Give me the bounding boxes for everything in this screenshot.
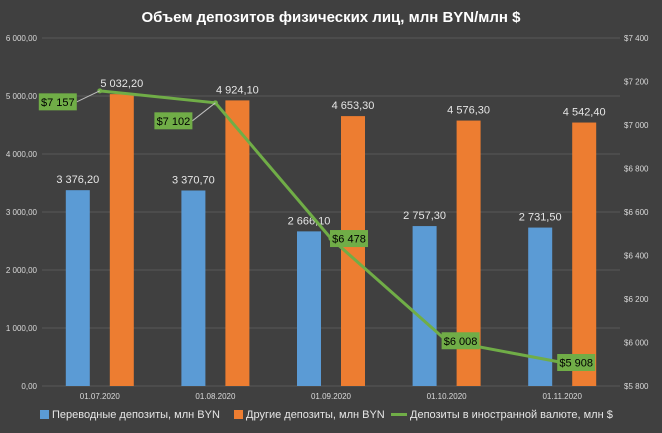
bar-transfer [181, 190, 206, 386]
bar-transfer [528, 227, 553, 386]
right-tick-label: $7 000 [624, 121, 649, 130]
bar-other [225, 100, 250, 387]
line-data-label: $6 008 [444, 336, 478, 348]
bar-transfer [297, 231, 321, 386]
legend-swatch [40, 410, 49, 419]
gridlines [42, 37, 620, 387]
line-label-box [557, 354, 596, 372]
right-tick-label: $7 400 [624, 34, 649, 43]
bar-other [109, 94, 134, 387]
x-tick-label: 01.07.2020 [80, 392, 121, 401]
line-label-box [38, 93, 77, 111]
line-data-label: $7 157 [41, 97, 75, 109]
line-data-label: $6 478 [332, 234, 366, 246]
x-tick-label: 01.11.2020 [542, 392, 582, 401]
legend-swatch [234, 410, 243, 419]
left-tick-label: 3 000,00 [6, 208, 38, 217]
right-tick-label: $6 200 [624, 295, 649, 304]
line-series: $7 157 $7 102 $6 478 $6 008 $5 908 [38, 88, 596, 372]
right-tick-label: $6 600 [624, 208, 649, 217]
bar-data-label: 3 370,70 [172, 174, 215, 186]
bar-other [572, 122, 597, 386]
bar-data-label: 4 924,10 [216, 84, 259, 96]
left-tick-label: 1 000,00 [6, 324, 38, 333]
bar-data-label: 4 653,30 [332, 100, 375, 112]
line-data-label: $7 102 [157, 116, 191, 128]
label-leader-line [76, 90, 101, 103]
left-tick-label: 6 000,00 [6, 34, 38, 43]
bar-data-label: 2 731,50 [519, 212, 562, 224]
x-axis: 01.07.2020 01.08.2020 01.09.2020 01.10.2020… [80, 392, 583, 401]
line-label-box [441, 332, 480, 350]
line-label-box [154, 112, 193, 130]
legend: Переводные депозиты, млн BYN Другие депоз… [40, 409, 613, 421]
bar-data-label: 2 757,30 [403, 210, 446, 222]
bar-transfer [412, 226, 437, 386]
left-tick-label: 2 000,00 [6, 266, 38, 275]
legend-label: Переводные депозиты, млн BYN [52, 409, 220, 421]
bar-data-label: 5 032,20 [100, 78, 143, 90]
bars: 3 376,20 5 032,20 3 370,70 4 924,10 2 666,10… [56, 78, 606, 387]
x-tick-label: 01.09.2020 [311, 392, 352, 401]
legend-label: Другие депозиты, млн BYN [246, 409, 385, 421]
left-tick-label: 4 000,00 [6, 150, 38, 159]
line-label-box [330, 230, 368, 248]
right-axis: $5 800 $6 000 $6 200 $6 400 $6 600 $6 800 $7 0… [624, 34, 649, 391]
line-data-label: $5 908 [559, 358, 593, 370]
left-tick-label: 0,00 [21, 382, 37, 391]
right-tick-label: $5 800 [624, 382, 649, 391]
bar-transfer [65, 190, 90, 386]
right-tick-label: $6 800 [624, 165, 649, 174]
bar-data-label: 4 542,40 [563, 107, 606, 119]
right-tick-label: $6 000 [624, 339, 649, 348]
right-tick-label: $7 200 [624, 78, 649, 87]
right-tick-label: $6 400 [624, 252, 649, 261]
bar-data-label: 4 576,30 [447, 105, 490, 117]
bar-data-label: 2 666,10 [288, 215, 331, 227]
chart-title: Объем депозитов физических лиц, млн BYN/… [142, 9, 522, 26]
label-leader-line [192, 102, 216, 122]
left-tick-label: 5 000,00 [6, 92, 38, 101]
x-tick-label: 01.08.2020 [195, 392, 236, 401]
left-axis: 0,00 1 000,00 2 000,00 3 000,00 4 000,00 5 00… [6, 34, 38, 391]
x-tick-label: 01.10.2020 [427, 392, 468, 401]
bar-data-label: 3 376,20 [56, 174, 99, 186]
legend-label: Депозиты в иностранной валюте, млн $ [410, 409, 613, 421]
